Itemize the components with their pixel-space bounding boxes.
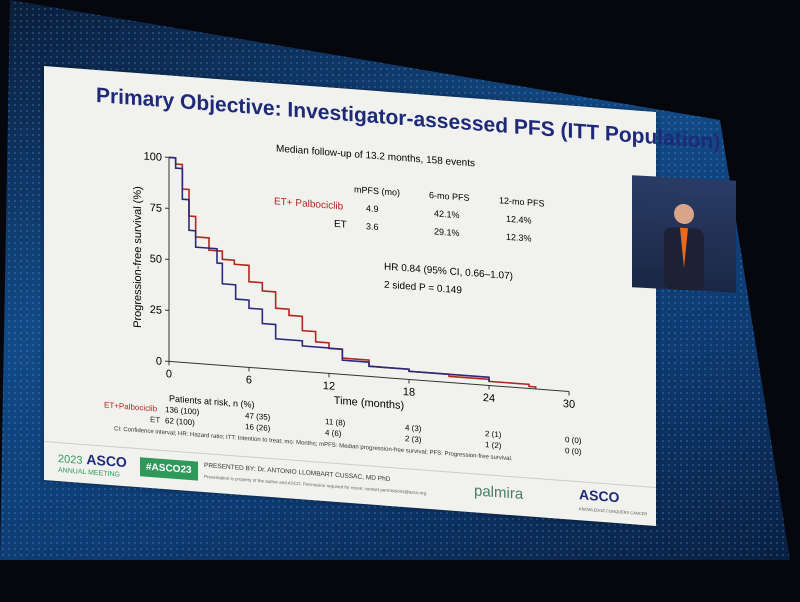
et-6mo: 29.1% [434, 226, 460, 239]
risk-value: 4 (6) [325, 428, 342, 439]
y-tick-label: 100 [144, 151, 162, 164]
risk-row-label: ET [150, 414, 161, 425]
palbo-12mo: 12.4% [506, 213, 532, 226]
y-tick-label: 25 [150, 304, 162, 317]
palbo-6mo: 42.1% [434, 208, 460, 221]
x-tick-label: 30 [563, 398, 575, 411]
row-et-label: ET [334, 218, 347, 231]
risk-value: 0 (0) [565, 435, 582, 446]
x-tick-label: 18 [403, 386, 415, 399]
risk-value: 2 (3) [405, 434, 422, 445]
et-mpfs: 3.6 [366, 221, 379, 233]
y-tick-label: 50 [150, 253, 162, 266]
x-axis [169, 360, 569, 392]
logo-year: 2023 [58, 453, 83, 467]
y-tick-label: 75 [150, 202, 162, 215]
risk-value: 0 (0) [565, 446, 582, 457]
x-tick-label: 24 [483, 392, 495, 405]
logo-asco: ASCO [86, 451, 127, 471]
risk-value: 47 (35) [245, 411, 271, 423]
km-chart: 0 25 50 75 100 0 6 12 18 24 30 Time (months) Progres… [132, 151, 575, 413]
slide: Primary Objective: Investigator-assessed… [44, 66, 720, 527]
asco-tagline: KNOWLEDGE CONQUERS CANCER [579, 506, 648, 517]
risk-value: 11 (8) [325, 417, 346, 428]
risk-value: 16 (26) [245, 422, 271, 434]
risk-value: 62 (100) [165, 416, 195, 428]
km-curve-et [169, 156, 490, 382]
x-axis-label: Time (months) [334, 395, 404, 412]
y-tick-label: 0 [156, 355, 162, 367]
risk-value: 2 (1) [485, 429, 502, 440]
x-tick-label: 6 [246, 374, 252, 386]
risk-value: 4 (3) [405, 423, 422, 434]
speaker-video [632, 175, 736, 293]
risk-value: 1 (2) [485, 440, 502, 451]
palbo-mpfs: 4.9 [366, 203, 379, 215]
et-12mo: 12.3% [506, 231, 532, 244]
x-tick-label: 12 [323, 380, 335, 393]
y-axis-label: Progression-free survival (%) [132, 186, 144, 329]
asco-logo: ASCO [579, 486, 620, 506]
hashtag-badge: #ASCO23 [140, 457, 198, 481]
x-tick-label: 0 [166, 368, 172, 380]
palmira-logo: palmira [474, 482, 524, 504]
speaker-figure [664, 203, 704, 291]
